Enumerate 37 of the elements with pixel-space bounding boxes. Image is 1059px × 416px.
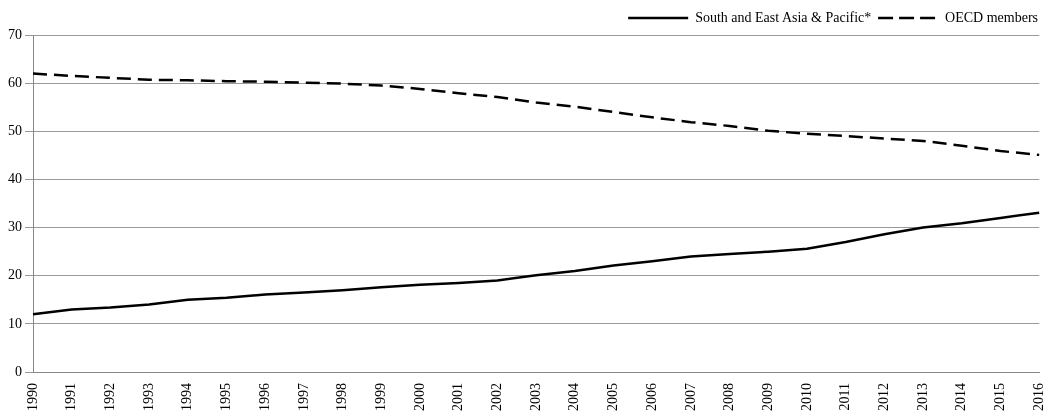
y-tick-label: 40 <box>8 171 22 187</box>
x-tick-label: 1994 <box>179 383 195 411</box>
y-tick-label: 50 <box>8 122 22 138</box>
x-tick-label: 1999 <box>372 383 388 411</box>
x-tick-label: 1998 <box>334 383 350 411</box>
x-tick-label: 2012 <box>876 383 892 411</box>
x-tick-label: 1996 <box>256 383 272 411</box>
x-tick-label: 1992 <box>102 383 118 411</box>
x-tick-label: 2010 <box>798 383 814 411</box>
legend-label: South and East Asia & Pacific* <box>695 9 872 25</box>
y-tick-label: 20 <box>8 267 22 283</box>
x-tick-label: 1991 <box>63 383 79 411</box>
y-tick-label: 70 <box>8 26 22 42</box>
x-tick-label: 2016 <box>1030 383 1046 411</box>
x-tick-label: 2013 <box>914 383 930 411</box>
x-tick-label: 1990 <box>24 383 40 411</box>
x-tick-label: 2015 <box>992 383 1008 411</box>
x-tick-label: 2009 <box>759 383 775 411</box>
x-tick-label: 2002 <box>489 383 505 411</box>
x-tick-label: 2001 <box>450 383 466 411</box>
x-tick-label: 1993 <box>140 383 156 411</box>
x-tick-label: 1997 <box>295 383 311 411</box>
x-tick-label: 2003 <box>527 383 543 411</box>
x-tick-label: 2006 <box>643 383 659 411</box>
x-tick-label: 2005 <box>605 383 621 411</box>
x-tick-label: 1995 <box>218 383 234 411</box>
x-tick-label: 2000 <box>411 383 427 411</box>
y-tick-label: 10 <box>8 315 22 331</box>
x-tick-label: 2008 <box>721 383 737 411</box>
x-tick-label: 2011 <box>837 383 853 411</box>
y-tick-label: 60 <box>8 74 22 90</box>
y-tick-label: 0 <box>15 363 22 379</box>
x-tick-label: 2007 <box>682 383 698 411</box>
legend-label: OECD members <box>945 9 1039 25</box>
x-tick-label: 2014 <box>953 383 969 411</box>
x-tick-label: 2004 <box>566 383 582 411</box>
y-tick-label: 30 <box>8 219 22 235</box>
